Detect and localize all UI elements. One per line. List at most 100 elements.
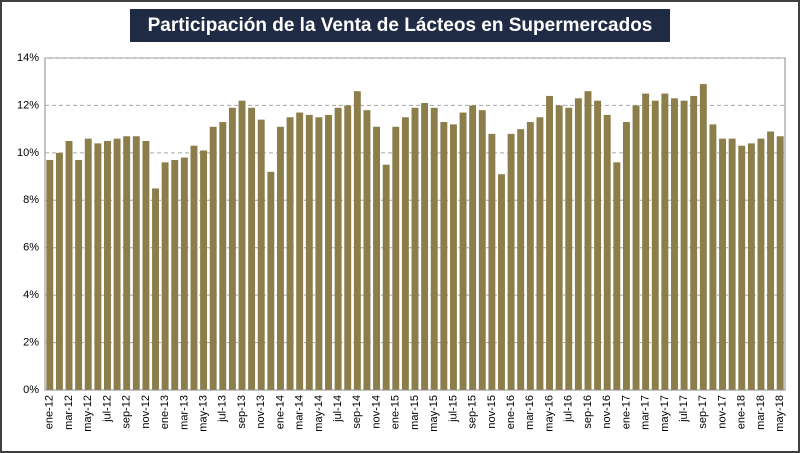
x-tick-label: ene-14 — [274, 395, 286, 429]
bar — [536, 117, 544, 391]
bar — [55, 152, 63, 390]
bar — [440, 122, 448, 391]
bar — [209, 126, 217, 391]
x-tick-label: jul-13 — [217, 395, 229, 423]
bar — [767, 131, 775, 390]
x-tick-label: ene-12 — [44, 395, 56, 429]
bar — [257, 119, 265, 391]
x-tick-label: nov-15 — [486, 395, 498, 429]
bar — [507, 133, 515, 390]
bar — [142, 141, 150, 390]
bar — [738, 145, 746, 390]
x-tick-label: sep-13 — [236, 395, 248, 429]
bar — [276, 126, 284, 391]
bar — [526, 122, 534, 391]
bar — [171, 159, 179, 390]
x-tick-label: ene-17 — [620, 395, 632, 429]
bar — [113, 138, 121, 390]
y-tick-label: 4% — [23, 289, 39, 301]
x-tick-label: mar-14 — [294, 395, 306, 430]
x-tick-label: ene-15 — [390, 395, 402, 429]
bar — [622, 122, 630, 391]
bar — [776, 136, 784, 390]
x-tick-label: sep-17 — [697, 395, 709, 429]
bar — [421, 103, 429, 391]
bar — [104, 141, 111, 390]
title-box — [130, 9, 670, 42]
bar — [728, 138, 736, 390]
bar — [296, 112, 304, 391]
bar — [709, 124, 717, 391]
bar — [594, 100, 602, 390]
bar — [488, 133, 496, 390]
bar — [238, 100, 246, 390]
x-tick-label: jul-16 — [563, 395, 575, 423]
bar — [642, 93, 650, 391]
x-tick-label: sep-12 — [121, 395, 133, 429]
x-tick-label: may-16 — [543, 395, 555, 432]
bar — [180, 157, 188, 390]
bar — [219, 122, 227, 391]
bar — [747, 143, 755, 390]
x-tick-label: mar-18 — [755, 395, 767, 430]
bar — [200, 150, 208, 390]
x-tick-label: may-17 — [659, 395, 671, 432]
bar — [574, 98, 582, 391]
bar — [469, 105, 477, 390]
x-tick-label: sep-16 — [582, 395, 594, 429]
x-tick-label: jul-12 — [101, 395, 113, 423]
bar — [123, 136, 131, 390]
bar — [517, 129, 525, 390]
bar — [161, 162, 169, 390]
bar — [411, 107, 419, 391]
x-tick-label: jul-17 — [678, 395, 690, 423]
x-tick-label: may-18 — [774, 395, 786, 432]
bar — [671, 98, 678, 391]
bar — [373, 126, 381, 391]
bar — [65, 141, 73, 390]
bar — [584, 91, 592, 390]
x-tick-label: nov-16 — [601, 395, 613, 429]
bar — [661, 93, 669, 391]
x-tick-label: nov-17 — [716, 395, 728, 429]
bar — [286, 117, 294, 391]
bar — [267, 171, 275, 390]
bar — [555, 105, 563, 390]
bar — [719, 138, 726, 390]
y-tick-label: 14% — [17, 52, 39, 64]
bar — [94, 143, 102, 390]
bar — [190, 145, 198, 390]
x-tick-label: nov-14 — [370, 395, 382, 429]
x-tick-label: may-13 — [197, 395, 209, 432]
bar — [46, 159, 54, 390]
bar — [632, 105, 640, 390]
bar — [305, 114, 313, 391]
bar — [344, 105, 352, 390]
bar — [132, 136, 140, 390]
bar — [498, 174, 505, 390]
x-tick-label: sep-14 — [351, 395, 363, 429]
x-tick-label: jul-15 — [447, 395, 459, 423]
x-tick-label: may-12 — [82, 395, 94, 432]
bar — [84, 138, 92, 390]
bar — [430, 107, 438, 391]
bar — [401, 117, 409, 391]
bar — [75, 159, 83, 390]
bar — [459, 112, 467, 391]
x-tick-label: sep-15 — [467, 395, 479, 429]
bar — [699, 84, 707, 390]
x-tick-label: may-14 — [313, 395, 325, 432]
x-tick-label: ene-16 — [505, 395, 517, 429]
bar — [392, 126, 400, 391]
bar — [690, 95, 698, 390]
bar — [363, 110, 371, 391]
bar — [565, 107, 573, 391]
y-tick-label: 0% — [23, 384, 39, 396]
bar — [757, 138, 765, 390]
x-tick-label: mar-16 — [524, 395, 536, 430]
y-tick-label: 10% — [17, 147, 39, 159]
bar — [603, 114, 611, 391]
y-tick-label: 8% — [23, 194, 39, 206]
